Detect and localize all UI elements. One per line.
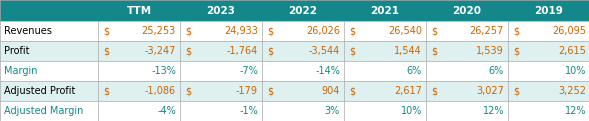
Text: $: $ bbox=[103, 26, 109, 36]
Text: 12%: 12% bbox=[482, 106, 504, 116]
Text: Margin: Margin bbox=[4, 66, 38, 76]
Text: $: $ bbox=[185, 46, 191, 56]
Text: $: $ bbox=[431, 26, 437, 36]
Text: -3,247: -3,247 bbox=[145, 46, 176, 56]
Bar bbox=[0, 101, 589, 121]
Text: $: $ bbox=[349, 46, 355, 56]
Text: 2022: 2022 bbox=[289, 5, 317, 15]
Text: 26,095: 26,095 bbox=[552, 26, 586, 36]
Text: 1,544: 1,544 bbox=[394, 46, 422, 56]
Text: 26,026: 26,026 bbox=[306, 26, 340, 36]
Text: -13%: -13% bbox=[151, 66, 176, 76]
Text: 904: 904 bbox=[322, 86, 340, 96]
Text: $: $ bbox=[103, 46, 109, 56]
Text: -7%: -7% bbox=[239, 66, 258, 76]
Text: $: $ bbox=[185, 26, 191, 36]
Text: 2,617: 2,617 bbox=[394, 86, 422, 96]
Bar bbox=[0, 41, 589, 61]
Text: $: $ bbox=[513, 46, 519, 56]
Text: Adjusted Margin: Adjusted Margin bbox=[4, 106, 84, 116]
Text: Adjusted Profit: Adjusted Profit bbox=[4, 86, 75, 96]
Text: 6%: 6% bbox=[489, 66, 504, 76]
Text: 6%: 6% bbox=[407, 66, 422, 76]
Text: $: $ bbox=[267, 46, 273, 56]
Text: -1,764: -1,764 bbox=[227, 46, 258, 56]
Text: TTM: TTM bbox=[127, 5, 151, 15]
Text: 10%: 10% bbox=[401, 106, 422, 116]
Text: $: $ bbox=[103, 86, 109, 96]
Text: $: $ bbox=[513, 86, 519, 96]
Text: Profit: Profit bbox=[4, 46, 29, 56]
Text: 2021: 2021 bbox=[370, 5, 399, 15]
Text: 24,933: 24,933 bbox=[224, 26, 258, 36]
Text: -1,086: -1,086 bbox=[145, 86, 176, 96]
Bar bbox=[0, 0, 589, 21]
Text: $: $ bbox=[349, 26, 355, 36]
Text: 3,027: 3,027 bbox=[476, 86, 504, 96]
Bar bbox=[0, 81, 589, 101]
Text: 3,252: 3,252 bbox=[558, 86, 586, 96]
Text: 25,253: 25,253 bbox=[142, 26, 176, 36]
Text: $: $ bbox=[513, 26, 519, 36]
Text: $: $ bbox=[349, 86, 355, 96]
Text: Revenues: Revenues bbox=[4, 26, 52, 36]
Text: 10%: 10% bbox=[565, 66, 586, 76]
Text: -1%: -1% bbox=[239, 106, 258, 116]
Text: 2,615: 2,615 bbox=[558, 46, 586, 56]
Text: $: $ bbox=[185, 86, 191, 96]
Bar bbox=[0, 21, 589, 41]
Text: 26,540: 26,540 bbox=[388, 26, 422, 36]
Text: $: $ bbox=[267, 26, 273, 36]
Text: 1,539: 1,539 bbox=[477, 46, 504, 56]
Text: 2023: 2023 bbox=[207, 5, 236, 15]
Text: 2019: 2019 bbox=[535, 5, 564, 15]
Bar bbox=[0, 61, 589, 81]
Text: $: $ bbox=[431, 86, 437, 96]
Text: -3,544: -3,544 bbox=[309, 46, 340, 56]
Text: 26,257: 26,257 bbox=[470, 26, 504, 36]
Text: 12%: 12% bbox=[564, 106, 586, 116]
Text: 3%: 3% bbox=[325, 106, 340, 116]
Text: 2020: 2020 bbox=[452, 5, 481, 15]
Text: -14%: -14% bbox=[315, 66, 340, 76]
Text: -4%: -4% bbox=[157, 106, 176, 116]
Text: -179: -179 bbox=[236, 86, 258, 96]
Text: $: $ bbox=[431, 46, 437, 56]
Text: $: $ bbox=[267, 86, 273, 96]
